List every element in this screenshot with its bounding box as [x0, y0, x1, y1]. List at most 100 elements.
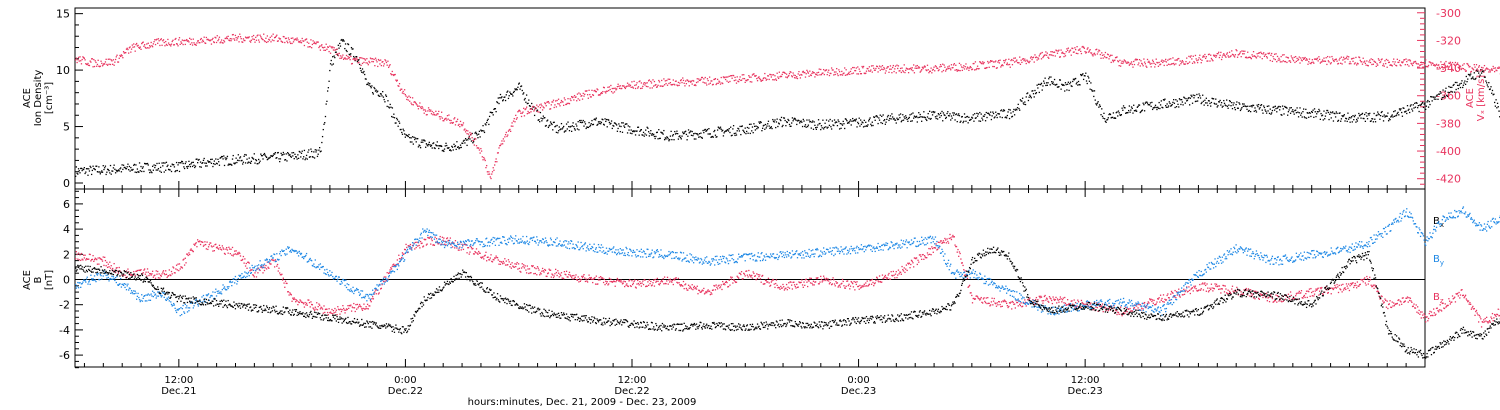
density-point: [801, 121, 803, 123]
vx-point: [308, 46, 311, 48]
vx-point: [679, 82, 681, 84]
density-point: [681, 135, 683, 137]
density-point: [1208, 100, 1210, 102]
density-point: [493, 108, 495, 111]
density-point: [1319, 118, 1322, 121]
bz-point: [238, 251, 240, 254]
bz-point: [336, 314, 338, 316]
bz-point: [292, 298, 295, 301]
density-point: [192, 161, 194, 164]
density-point: [1146, 101, 1148, 103]
density-point: [432, 142, 434, 145]
vx-point: [1123, 59, 1125, 61]
vx-point: [946, 68, 948, 70]
vx-point: [804, 71, 806, 74]
density-point: [732, 128, 734, 130]
density-point: [276, 152, 279, 154]
vx-point: [1313, 58, 1316, 60]
density-point: [1152, 107, 1154, 109]
vx-point: [562, 101, 564, 103]
density-point: [951, 117, 953, 119]
density-point: [1161, 106, 1163, 109]
density-point: [1051, 82, 1054, 85]
bz-point: [356, 308, 358, 310]
vx-point: [1243, 53, 1245, 55]
density-point: [711, 136, 713, 138]
density-point: [292, 155, 294, 157]
vx-point: [1422, 66, 1424, 68]
density-point: [1027, 99, 1030, 102]
vx-point: [647, 80, 650, 82]
density-point: [460, 146, 462, 149]
bz-point: [482, 256, 484, 258]
bz-point: [138, 269, 140, 271]
density-point: [823, 126, 826, 129]
density-point: [820, 128, 822, 131]
density-point: [972, 114, 974, 116]
bz-series: [75, 233, 1500, 328]
bz-point: [85, 259, 87, 261]
vx-point: [263, 33, 265, 35]
vx-point: [227, 35, 229, 38]
density-point: [1128, 105, 1131, 107]
vx-point: [464, 128, 466, 130]
density-point: [911, 120, 913, 122]
vx-point: [994, 61, 996, 63]
density-point: [834, 122, 836, 124]
density-point: [471, 132, 473, 135]
bz-point: [287, 291, 290, 293]
density-point: [976, 112, 978, 115]
density-point: [1195, 100, 1197, 102]
vx-point: [527, 110, 529, 113]
density-point: [868, 120, 870, 122]
bz-point: [210, 245, 213, 247]
vx-point: [568, 103, 571, 105]
density-point: [333, 55, 335, 57]
density-point: [185, 161, 187, 163]
density-point: [241, 159, 243, 162]
density-point: [364, 78, 367, 80]
bz-point: [537, 267, 539, 269]
vx-point: [408, 95, 410, 97]
density-point: [311, 156, 314, 158]
density-point: [920, 116, 922, 118]
density-point: [523, 92, 525, 94]
density-point: [223, 164, 226, 167]
vx-point: [1245, 56, 1247, 58]
vx-point: [1137, 64, 1139, 66]
vx-point: [971, 68, 973, 71]
density-point: [870, 123, 872, 125]
vx-point: [732, 74, 734, 77]
vx-point: [1368, 61, 1370, 63]
vx-point: [128, 47, 131, 49]
vx-point: [523, 115, 526, 117]
density-point: [730, 135, 733, 137]
density-point: [608, 119, 610, 121]
vx-point: [1200, 62, 1202, 64]
vx-point: [1056, 52, 1059, 54]
density-point: [1390, 116, 1392, 118]
density-point: [1068, 89, 1070, 92]
vx-point: [793, 74, 795, 76]
vx-point: [1481, 69, 1483, 71]
vx-point: [854, 69, 857, 72]
density-point: [691, 130, 693, 133]
vx-point: [315, 43, 317, 45]
vx-point: [1215, 56, 1217, 58]
density-point: [210, 158, 212, 161]
bz-point: [321, 308, 324, 310]
vx-point: [1230, 55, 1232, 57]
vx-point: [584, 90, 587, 92]
bz-point: [170, 270, 173, 273]
vx-point: [1311, 59, 1314, 61]
density-point: [1348, 118, 1350, 120]
density-point: [639, 129, 642, 131]
vx-point: [101, 62, 103, 65]
density-point: [1085, 80, 1088, 82]
density-point: [1363, 117, 1365, 120]
vx-point: [1000, 64, 1003, 67]
vx-point: [501, 140, 503, 142]
vx-point: [803, 71, 805, 74]
density-point: [327, 87, 330, 89]
density-point: [199, 161, 202, 163]
